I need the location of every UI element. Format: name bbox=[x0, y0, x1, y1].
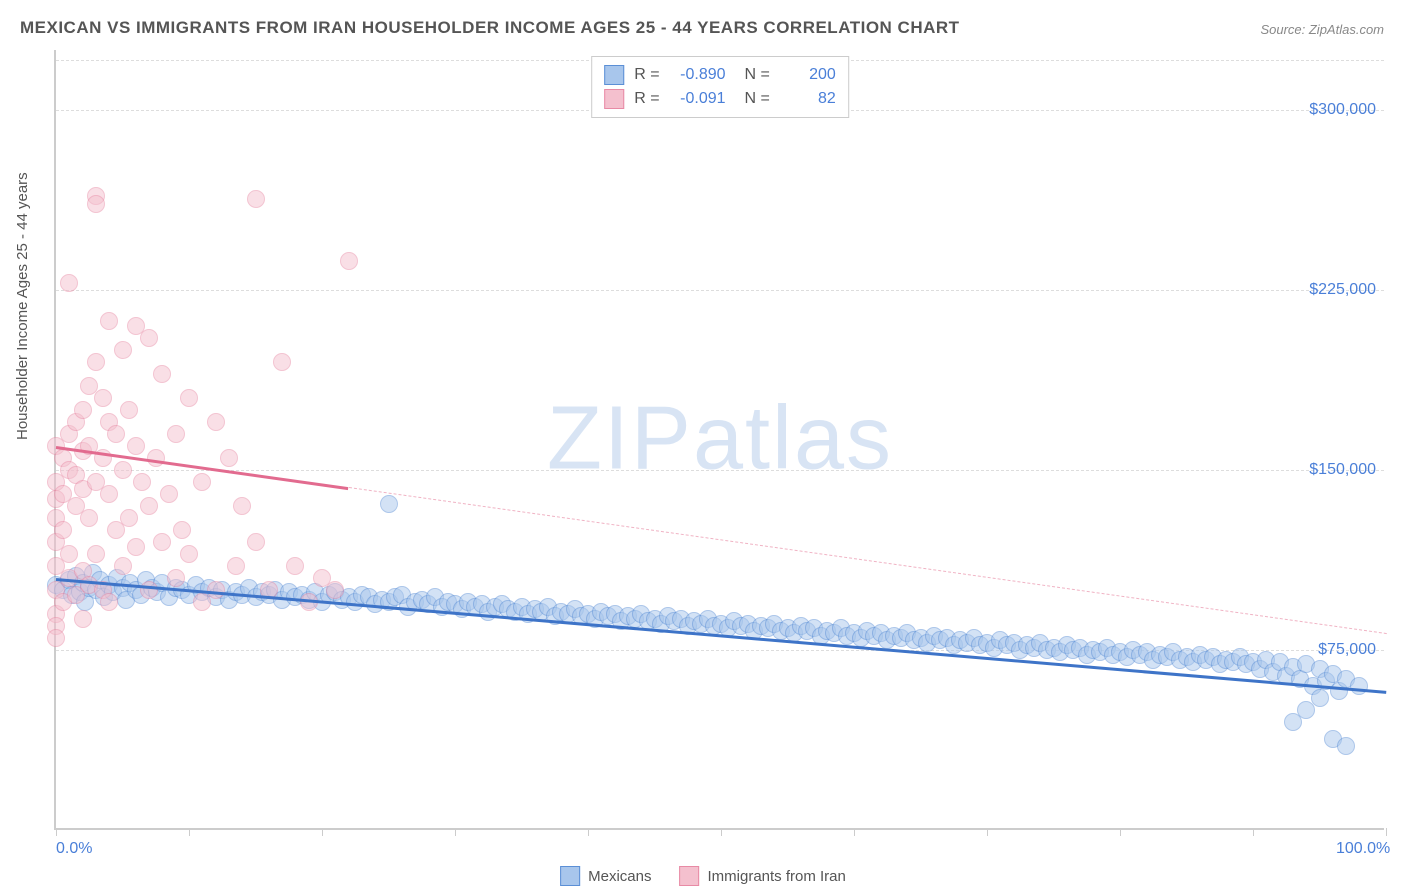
legend-label: Immigrants from Iran bbox=[707, 868, 845, 885]
source-attribution: Source: ZipAtlas.com bbox=[1260, 22, 1384, 37]
legend-swatch bbox=[560, 866, 580, 886]
trend-line bbox=[56, 446, 349, 490]
legend-item: Immigrants from Iran bbox=[679, 866, 845, 886]
x-tick bbox=[721, 828, 722, 836]
x-tick bbox=[322, 828, 323, 836]
x-tick-label: 100.0% bbox=[1336, 840, 1390, 858]
stat-r-label: R = bbox=[634, 87, 659, 111]
stat-r-value: -0.091 bbox=[670, 87, 726, 111]
x-tick bbox=[854, 828, 855, 836]
y-axis-label: Householder Income Ages 25 - 44 years bbox=[14, 172, 31, 440]
stats-legend-row: R = -0.890 N = 200 bbox=[604, 63, 836, 87]
x-tick bbox=[1386, 828, 1387, 836]
x-tick-label: 0.0% bbox=[56, 840, 92, 858]
stats-legend: R = -0.890 N = 200 R = -0.091 N = 82 bbox=[591, 56, 849, 118]
x-tick bbox=[56, 828, 57, 836]
bottom-legend: Mexicans Immigrants from Iran bbox=[560, 866, 846, 886]
x-tick bbox=[588, 828, 589, 836]
x-tick bbox=[1253, 828, 1254, 836]
x-tick bbox=[987, 828, 988, 836]
legend-swatch bbox=[604, 65, 624, 85]
legend-item: Mexicans bbox=[560, 866, 651, 886]
trend-layer bbox=[56, 50, 1384, 828]
legend-swatch bbox=[604, 89, 624, 109]
x-tick bbox=[1120, 828, 1121, 836]
x-tick bbox=[455, 828, 456, 836]
stat-n-value: 200 bbox=[780, 63, 836, 87]
stat-n-value: 82 bbox=[780, 87, 836, 111]
chart-plot-area: ZIPatlas $75,000$150,000$225,000$300,000… bbox=[54, 50, 1384, 830]
trend-line-extrapolated bbox=[349, 487, 1387, 634]
trend-line bbox=[56, 578, 1386, 694]
stat-r-value: -0.890 bbox=[670, 63, 726, 87]
legend-label: Mexicans bbox=[588, 868, 651, 885]
legend-swatch bbox=[679, 866, 699, 886]
x-tick bbox=[189, 828, 190, 836]
stat-n-label: N = bbox=[736, 63, 770, 87]
chart-title: MEXICAN VS IMMIGRANTS FROM IRAN HOUSEHOL… bbox=[20, 18, 960, 38]
stat-r-label: R = bbox=[634, 63, 659, 87]
stat-n-label: N = bbox=[736, 87, 770, 111]
stats-legend-row: R = -0.091 N = 82 bbox=[604, 87, 836, 111]
